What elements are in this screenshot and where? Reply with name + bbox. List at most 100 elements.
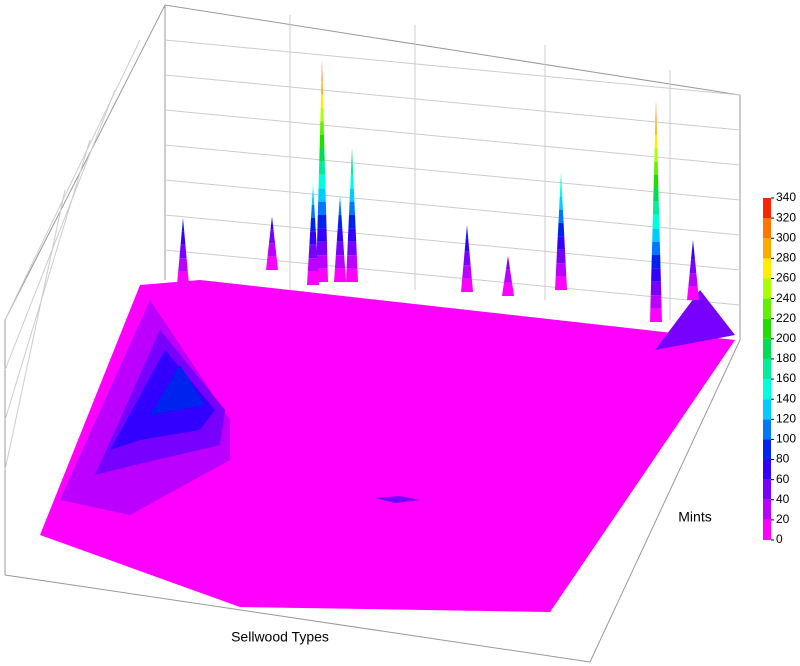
surface-patch <box>375 496 420 503</box>
spike-band <box>555 263 567 277</box>
spike-band <box>555 276 567 290</box>
spike-band <box>339 194 341 202</box>
spike-band <box>651 268 661 282</box>
box-frame <box>4 4 741 663</box>
colorbar-tick-label: 60 <box>776 472 790 486</box>
spike-band <box>317 201 327 215</box>
spike-band <box>317 215 327 229</box>
spike-band <box>502 282 514 296</box>
spike-band <box>308 244 318 259</box>
spike-band <box>654 134 658 148</box>
spike-band <box>320 107 324 122</box>
spike-band <box>311 191 315 205</box>
spike-band <box>347 241 357 256</box>
spike-band <box>338 201 342 215</box>
colorbar-band <box>763 379 771 400</box>
spike-band <box>560 172 562 183</box>
spike <box>346 148 358 282</box>
spike-band <box>310 218 316 232</box>
spike-band <box>651 241 661 255</box>
spike-band <box>504 269 512 283</box>
spike-band <box>307 258 319 272</box>
colorbar-band <box>763 459 771 480</box>
spike-band <box>267 243 277 257</box>
spike-band <box>463 251 471 266</box>
spike-band <box>652 214 660 229</box>
colorbar-band <box>763 298 771 319</box>
spike-band <box>316 241 328 256</box>
spike-band <box>317 228 327 242</box>
colorbar-tick-label: 160 <box>776 371 796 385</box>
x-axis-label: Sellwood Types <box>231 629 329 645</box>
colorbar-tick-label: 180 <box>776 351 796 365</box>
spike-band <box>559 182 563 197</box>
spike-band <box>316 255 328 269</box>
spike-band <box>318 174 326 189</box>
spike-band <box>559 196 563 210</box>
spike-band <box>461 278 473 292</box>
colorbar-tick-label: 0 <box>776 532 783 546</box>
colorbar-tick-label: 240 <box>776 291 796 305</box>
spike-band <box>177 271 189 285</box>
spike-band <box>321 67 323 81</box>
spike-band <box>464 238 470 252</box>
colorbar-band <box>763 278 771 299</box>
spike-band <box>688 273 698 287</box>
spike-band <box>655 121 657 135</box>
spike-band <box>269 229 275 244</box>
spike-band <box>556 249 566 264</box>
spike-band <box>311 204 315 218</box>
colorbar-band <box>763 399 771 420</box>
colorbar-band <box>763 479 771 500</box>
spike-band <box>318 161 326 175</box>
colorbar-band <box>763 439 771 460</box>
spike-band <box>348 215 356 229</box>
colorbar-tick-label: 280 <box>776 251 796 265</box>
spike-band <box>346 255 358 269</box>
spike-band <box>336 228 344 242</box>
spike <box>334 194 346 282</box>
spike-band <box>334 255 346 269</box>
colorbar-band <box>763 419 771 440</box>
surface-floor <box>40 280 735 612</box>
spike-band <box>349 188 355 202</box>
spike-band <box>654 161 658 175</box>
colorbar-band <box>763 318 771 339</box>
spike <box>687 239 699 300</box>
spike-band <box>653 188 659 202</box>
colorbar-tick-label: 340 <box>776 190 796 204</box>
spike <box>650 100 662 322</box>
colorbar-tick-label: 320 <box>776 210 796 224</box>
spike-band <box>506 255 510 270</box>
spike-band <box>350 161 354 175</box>
spike-band <box>318 188 326 202</box>
spike-band <box>350 174 354 189</box>
spike-band <box>266 256 278 270</box>
spike-band <box>689 259 697 274</box>
spike-band <box>691 246 695 260</box>
spike <box>461 225 473 292</box>
spike-band <box>653 174 659 188</box>
colorbar-tick-label: 300 <box>776 230 796 244</box>
spike-band <box>337 215 343 229</box>
surface <box>40 60 735 612</box>
spike-band <box>334 268 346 282</box>
spike-band <box>320 94 324 108</box>
spike-band <box>655 107 657 121</box>
colorbar-tick-label: 20 <box>776 512 790 526</box>
colorbar-tick-label: 100 <box>776 432 796 446</box>
colorbar-band <box>763 258 771 279</box>
spike-band <box>179 244 187 259</box>
spike <box>177 218 189 285</box>
spike-band <box>335 241 345 256</box>
colorbar-tick-label: 140 <box>776 391 796 405</box>
spike-band <box>557 236 565 250</box>
spike-band <box>465 225 469 239</box>
spike-band <box>316 268 328 282</box>
colorbar-band <box>763 218 771 239</box>
colorbar-tick-label: 220 <box>776 311 796 325</box>
colorbar-band <box>763 358 771 380</box>
spike-band <box>650 308 662 322</box>
spike-band <box>692 239 694 247</box>
spike-band <box>650 295 662 309</box>
